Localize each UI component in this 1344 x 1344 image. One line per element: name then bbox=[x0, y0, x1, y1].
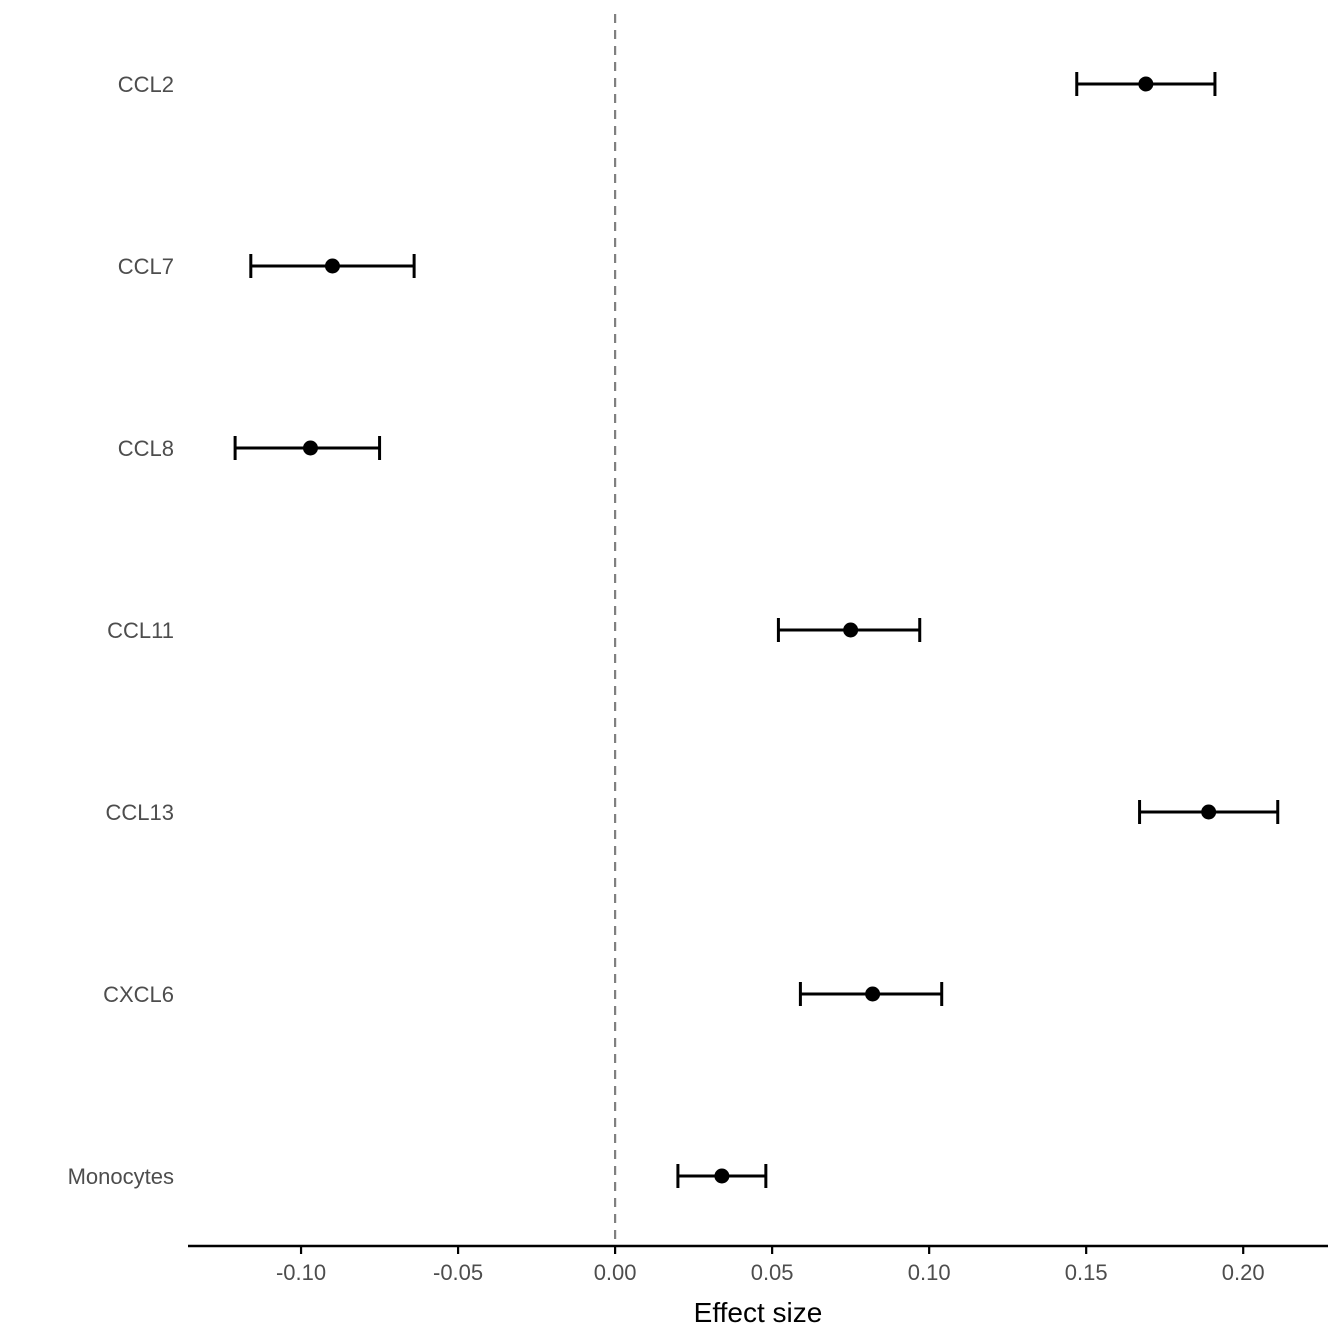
error-bars bbox=[233, 72, 1280, 1188]
category-label-ccl8: CCL8 bbox=[118, 436, 174, 461]
x-axis: -0.10 -0.05 0.00 0.05 0.10 0.15 0.20 bbox=[188, 1244, 1328, 1285]
estimate-point-ccl2 bbox=[1138, 76, 1154, 92]
x-tick-label: -0.10 bbox=[276, 1260, 326, 1285]
category-label-ccl13: CCL13 bbox=[106, 800, 174, 825]
category-label-ccl11: CCL11 bbox=[107, 618, 174, 643]
x-tick-label: -0.05 bbox=[433, 1260, 483, 1285]
x-tick-label: 0.20 bbox=[1222, 1260, 1265, 1285]
x-tick-label: 0.10 bbox=[908, 1260, 951, 1285]
estimate-point-ccl8 bbox=[302, 440, 318, 456]
category-label-monocytes: Monocytes bbox=[68, 1164, 174, 1189]
x-tick-label: 0.15 bbox=[1065, 1260, 1108, 1285]
category-labels: CCL2 CCL7 CCL8 CCL11 CCL13 CXCL6 Monocytes bbox=[68, 72, 174, 1189]
x-tick-label: 0.05 bbox=[751, 1260, 794, 1285]
estimate-point-cxcl6 bbox=[865, 986, 881, 1002]
estimate-point-ccl7 bbox=[324, 258, 340, 274]
x-axis-title: Effect size bbox=[694, 1297, 823, 1328]
estimate-point-monocytes bbox=[714, 1168, 730, 1184]
estimate-points bbox=[302, 76, 1217, 1184]
x-tick-label: 0.00 bbox=[594, 1260, 637, 1285]
estimate-point-ccl13 bbox=[1201, 804, 1217, 820]
category-label-cxcl6: CXCL6 bbox=[103, 982, 174, 1007]
category-label-ccl2: CCL2 bbox=[118, 72, 174, 97]
estimate-point-ccl11 bbox=[843, 622, 859, 638]
category-label-ccl7: CCL7 bbox=[118, 254, 174, 279]
